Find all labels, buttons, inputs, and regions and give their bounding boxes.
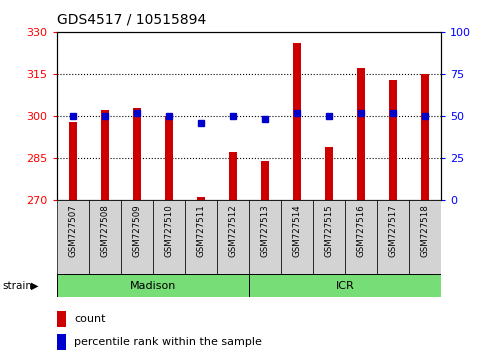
Bar <box>57 200 89 274</box>
Text: GSM727512: GSM727512 <box>228 205 238 257</box>
Bar <box>293 43 301 200</box>
Bar <box>133 108 141 200</box>
Bar <box>57 274 249 297</box>
Text: GSM727513: GSM727513 <box>260 205 270 257</box>
Bar <box>69 121 77 200</box>
Bar <box>325 147 333 200</box>
Bar <box>165 116 173 200</box>
Bar <box>281 200 313 274</box>
Text: GSM727507: GSM727507 <box>68 205 77 257</box>
Text: GSM727514: GSM727514 <box>292 205 302 257</box>
Bar <box>185 200 217 274</box>
Bar <box>89 200 121 274</box>
Bar <box>409 200 441 274</box>
Text: GSM727508: GSM727508 <box>100 205 109 257</box>
Bar <box>313 200 345 274</box>
Text: GSM727509: GSM727509 <box>132 205 141 257</box>
Bar <box>217 200 249 274</box>
Text: ICR: ICR <box>336 281 354 291</box>
Bar <box>377 200 409 274</box>
Bar <box>57 334 66 350</box>
Bar <box>357 68 365 200</box>
Bar <box>249 200 281 274</box>
Text: GSM727516: GSM727516 <box>356 205 366 257</box>
Text: GSM727515: GSM727515 <box>324 205 334 257</box>
Bar <box>389 80 397 200</box>
Bar <box>101 110 109 200</box>
Bar <box>197 197 205 200</box>
Text: GDS4517 / 10515894: GDS4517 / 10515894 <box>57 12 206 27</box>
Text: Madison: Madison <box>130 281 176 291</box>
Text: GSM727510: GSM727510 <box>164 205 174 257</box>
Text: percentile rank within the sample: percentile rank within the sample <box>74 337 262 348</box>
Text: GSM727518: GSM727518 <box>421 205 430 257</box>
Text: GSM727511: GSM727511 <box>196 205 206 257</box>
Bar <box>421 74 429 200</box>
Text: count: count <box>74 314 106 325</box>
Bar <box>249 274 441 297</box>
Bar <box>121 200 153 274</box>
Bar <box>153 200 185 274</box>
Bar <box>229 152 237 200</box>
Text: strain: strain <box>2 281 33 291</box>
Bar <box>57 311 66 327</box>
Bar <box>345 200 377 274</box>
Text: ▶: ▶ <box>31 281 38 291</box>
Bar <box>261 161 269 200</box>
Text: GSM727517: GSM727517 <box>388 205 398 257</box>
